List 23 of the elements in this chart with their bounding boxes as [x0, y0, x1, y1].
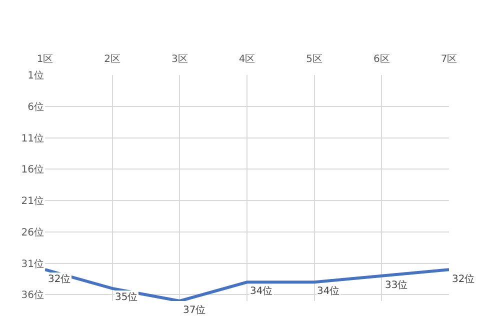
y-tick-label: 21位	[21, 195, 44, 208]
y-tick-label: 16位	[21, 164, 44, 176]
line-series	[45, 268, 449, 301]
data-label: 34位	[250, 285, 273, 297]
x-tick-label: 6区	[373, 54, 390, 65]
x-tick-label: 5区	[306, 54, 323, 65]
x-tick-label: 4区	[238, 54, 256, 65]
data-label: 32位	[48, 273, 71, 285]
data-label: 32位	[452, 273, 475, 285]
data-label: 37位	[183, 304, 206, 316]
y-tick-label: 26位	[21, 226, 44, 238]
y-tick-label: 36位	[21, 289, 44, 302]
y-tick-label: 31位	[21, 258, 44, 270]
x-tick-label: 1区	[36, 54, 54, 65]
data-label: 34位	[317, 285, 340, 297]
data-label: 35位	[115, 291, 138, 303]
y-tick-label: 11位	[21, 132, 44, 144]
x-tick-label: 7区	[440, 54, 458, 65]
y-tick-label: 6位	[28, 100, 44, 113]
x-tick-label: 3区	[171, 54, 188, 65]
y-tick-label: 1位	[28, 70, 44, 82]
data-label: 33位	[385, 279, 408, 291]
x-tick-label: 2区	[104, 54, 121, 65]
